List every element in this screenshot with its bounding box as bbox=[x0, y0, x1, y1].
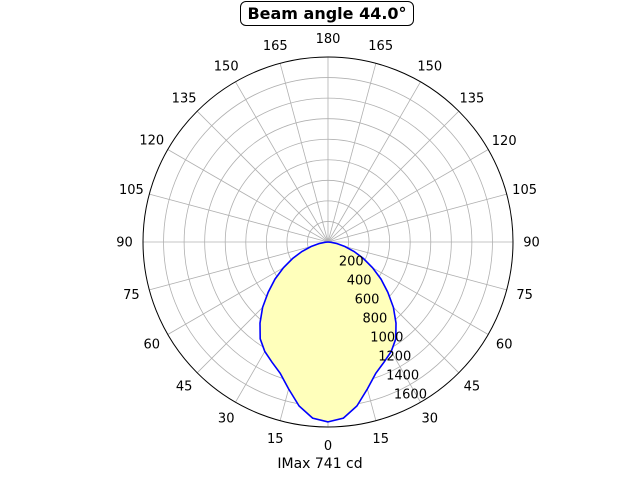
angle-tick-label: 105 bbox=[119, 183, 144, 198]
angle-grid-line bbox=[327, 110, 460, 243]
radial-tick-label: 800 bbox=[363, 312, 388, 327]
angle-grid-line bbox=[149, 241, 329, 291]
radial-tick-label: 1200 bbox=[378, 349, 411, 364]
angle-grid-line bbox=[327, 241, 507, 291]
angle-grid-line bbox=[149, 193, 329, 243]
radial-tick-label: 1000 bbox=[370, 331, 403, 346]
angle-tick-label: 45 bbox=[176, 379, 193, 394]
angle-grid-line bbox=[196, 110, 329, 243]
angle-tick-label: 30 bbox=[422, 412, 439, 427]
angle-tick-label: 120 bbox=[139, 134, 164, 149]
angle-tick-label: 60 bbox=[144, 337, 161, 352]
angle-tick-label: 135 bbox=[459, 92, 484, 107]
angle-grid-line bbox=[167, 149, 329, 243]
radial-tick-label: 400 bbox=[347, 274, 372, 289]
angle-tick-label: 105 bbox=[512, 183, 537, 198]
angle-tick-label: 165 bbox=[263, 39, 288, 54]
angle-grid-line bbox=[327, 63, 377, 243]
angle-tick-label: 150 bbox=[417, 59, 442, 74]
angle-tick-label: 30 bbox=[218, 412, 235, 427]
radial-tick-labels: 200 400 600 800 1000 1200 1400 1600 bbox=[339, 255, 427, 403]
angle-grid-line bbox=[327, 149, 489, 243]
angle-tick-label: 45 bbox=[464, 379, 481, 394]
angle-tick-label: 165 bbox=[368, 39, 393, 54]
radial-tick-label: 1400 bbox=[386, 368, 419, 383]
angle-grid-line bbox=[327, 193, 507, 243]
chart-title: Beam angle 44.0° bbox=[240, 1, 414, 26]
angle-tick-label: 0 bbox=[324, 439, 332, 454]
angle-tick-label: 15 bbox=[372, 432, 389, 447]
angle-tick-label: 75 bbox=[123, 288, 140, 303]
angle-grid-line bbox=[327, 81, 421, 243]
angle-tick-label: 120 bbox=[492, 134, 517, 149]
angle-tick-label: 150 bbox=[214, 59, 239, 74]
series-line bbox=[259, 241, 397, 423]
radial-tick-label: 1600 bbox=[394, 387, 427, 402]
angle-tick-label: 15 bbox=[267, 432, 284, 447]
polar-frame bbox=[142, 56, 514, 428]
radial-tick-label: 200 bbox=[339, 255, 364, 270]
angle-tick-label: 60 bbox=[496, 337, 513, 352]
angle-tick-label: 90 bbox=[116, 236, 133, 251]
angle-tick-labels: 0 15 30 45 60 75 90 105 120 135 150 165 180 165 150 135… bbox=[116, 32, 540, 454]
angle-tick-label: 135 bbox=[172, 92, 197, 107]
angle-grid-line bbox=[235, 81, 329, 243]
angle-tick-label: 75 bbox=[516, 288, 533, 303]
series-layer bbox=[259, 241, 397, 423]
angle-grid-line bbox=[279, 63, 329, 243]
series-fill-area bbox=[260, 242, 396, 422]
x-axis-label: IMax 741 cd bbox=[277, 456, 363, 472]
angle-tick-label: 180 bbox=[316, 32, 341, 47]
angle-tick-label: 90 bbox=[523, 236, 540, 251]
radial-tick-label: 600 bbox=[355, 293, 380, 308]
